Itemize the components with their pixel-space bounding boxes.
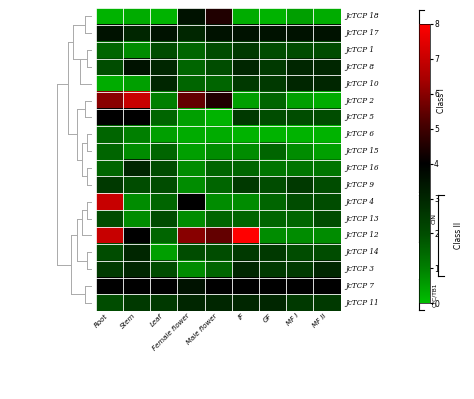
Text: CIN: CIN [432, 213, 437, 224]
Text: CYC/TB1: CYC/TB1 [432, 282, 437, 306]
Text: JcTCP 2: JcTCP 2 [345, 97, 374, 105]
Text: JcTCP 7: JcTCP 7 [345, 282, 374, 290]
Text: JcTCP 17: JcTCP 17 [345, 29, 378, 37]
Text: JcTCP 3: JcTCP 3 [345, 265, 374, 273]
Text: JcTCP 6: JcTCP 6 [345, 130, 374, 138]
Text: JcTCP 9: JcTCP 9 [345, 181, 374, 189]
Text: JcTCP 16: JcTCP 16 [345, 164, 378, 172]
Text: JcTCP 11: JcTCP 11 [345, 299, 378, 307]
Text: JcTCP 10: JcTCP 10 [345, 80, 378, 88]
Text: JcTCP 15: JcTCP 15 [345, 147, 378, 155]
Text: JcTCP 8: JcTCP 8 [345, 63, 374, 71]
Text: JcTCP 14: JcTCP 14 [345, 248, 378, 256]
Text: JcTCP 5: JcTCP 5 [345, 113, 374, 121]
Text: Class II: Class II [454, 222, 463, 249]
Text: JcTCP 1: JcTCP 1 [345, 46, 374, 54]
Text: JcTCP 18: JcTCP 18 [345, 12, 378, 20]
Text: JcTCP 13: JcTCP 13 [345, 215, 378, 223]
Text: JcTCP 4: JcTCP 4 [345, 198, 374, 206]
Text: Class I: Class I [437, 88, 446, 113]
Text: JcTCP 12: JcTCP 12 [345, 231, 378, 239]
